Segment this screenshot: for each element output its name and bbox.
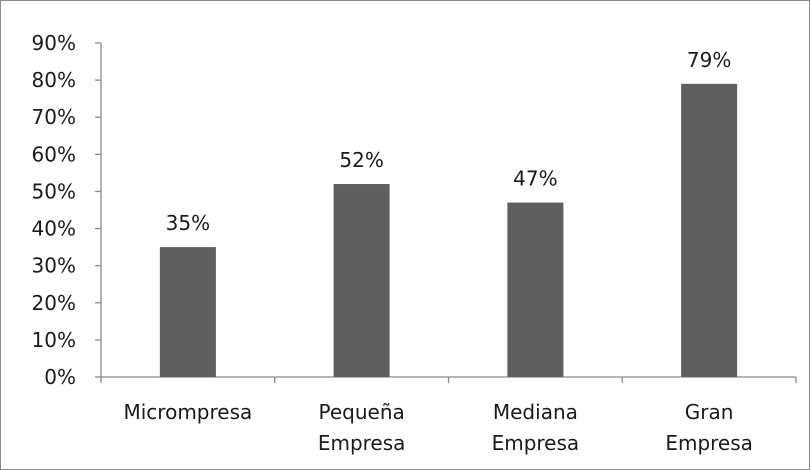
y-tick-label: 0% bbox=[44, 365, 76, 389]
category-label: Micrompresa bbox=[123, 400, 252, 424]
category-label: Gran Empresa bbox=[665, 400, 753, 455]
y-tick-label: 30% bbox=[32, 254, 76, 278]
category-label-line: Mediana bbox=[493, 400, 578, 424]
y-tick-label: 50% bbox=[32, 179, 76, 203]
bar bbox=[159, 247, 216, 377]
category-label-line: Empresa bbox=[665, 431, 753, 455]
data-label: 35% bbox=[166, 211, 210, 235]
y-tick-label: 20% bbox=[32, 291, 76, 315]
y-tick-label: 10% bbox=[32, 328, 76, 352]
category-label-line: Micrompresa bbox=[123, 400, 252, 424]
category-label-line: Pequeña bbox=[318, 400, 404, 424]
bars bbox=[159, 83, 738, 378]
bar bbox=[507, 202, 564, 377]
data-label: 79% bbox=[687, 48, 731, 72]
y-tick-label: 40% bbox=[32, 217, 76, 241]
category-label-line: Gran bbox=[685, 400, 734, 424]
y-tick-label: 70% bbox=[32, 105, 76, 129]
y-tick-label: 80% bbox=[32, 68, 76, 92]
bar bbox=[681, 83, 738, 378]
y-axis: 0% 10% 20% 30% 40% 50% 60% 70% 80% 90% bbox=[32, 31, 102, 389]
y-tick-label: 60% bbox=[32, 142, 76, 166]
bar bbox=[333, 184, 390, 377]
y-tick-label: 90% bbox=[32, 31, 76, 55]
category-label: Pequeña Empresa bbox=[318, 400, 406, 455]
category-label-line: Empresa bbox=[318, 431, 406, 455]
x-axis bbox=[100, 376, 797, 383]
data-label: 52% bbox=[339, 148, 383, 172]
category-label-line: Empresa bbox=[492, 431, 580, 455]
data-label: 47% bbox=[513, 167, 557, 191]
data-labels: 35% 52% 47% 79% bbox=[166, 48, 732, 235]
category-label: Mediana Empresa bbox=[492, 400, 580, 455]
